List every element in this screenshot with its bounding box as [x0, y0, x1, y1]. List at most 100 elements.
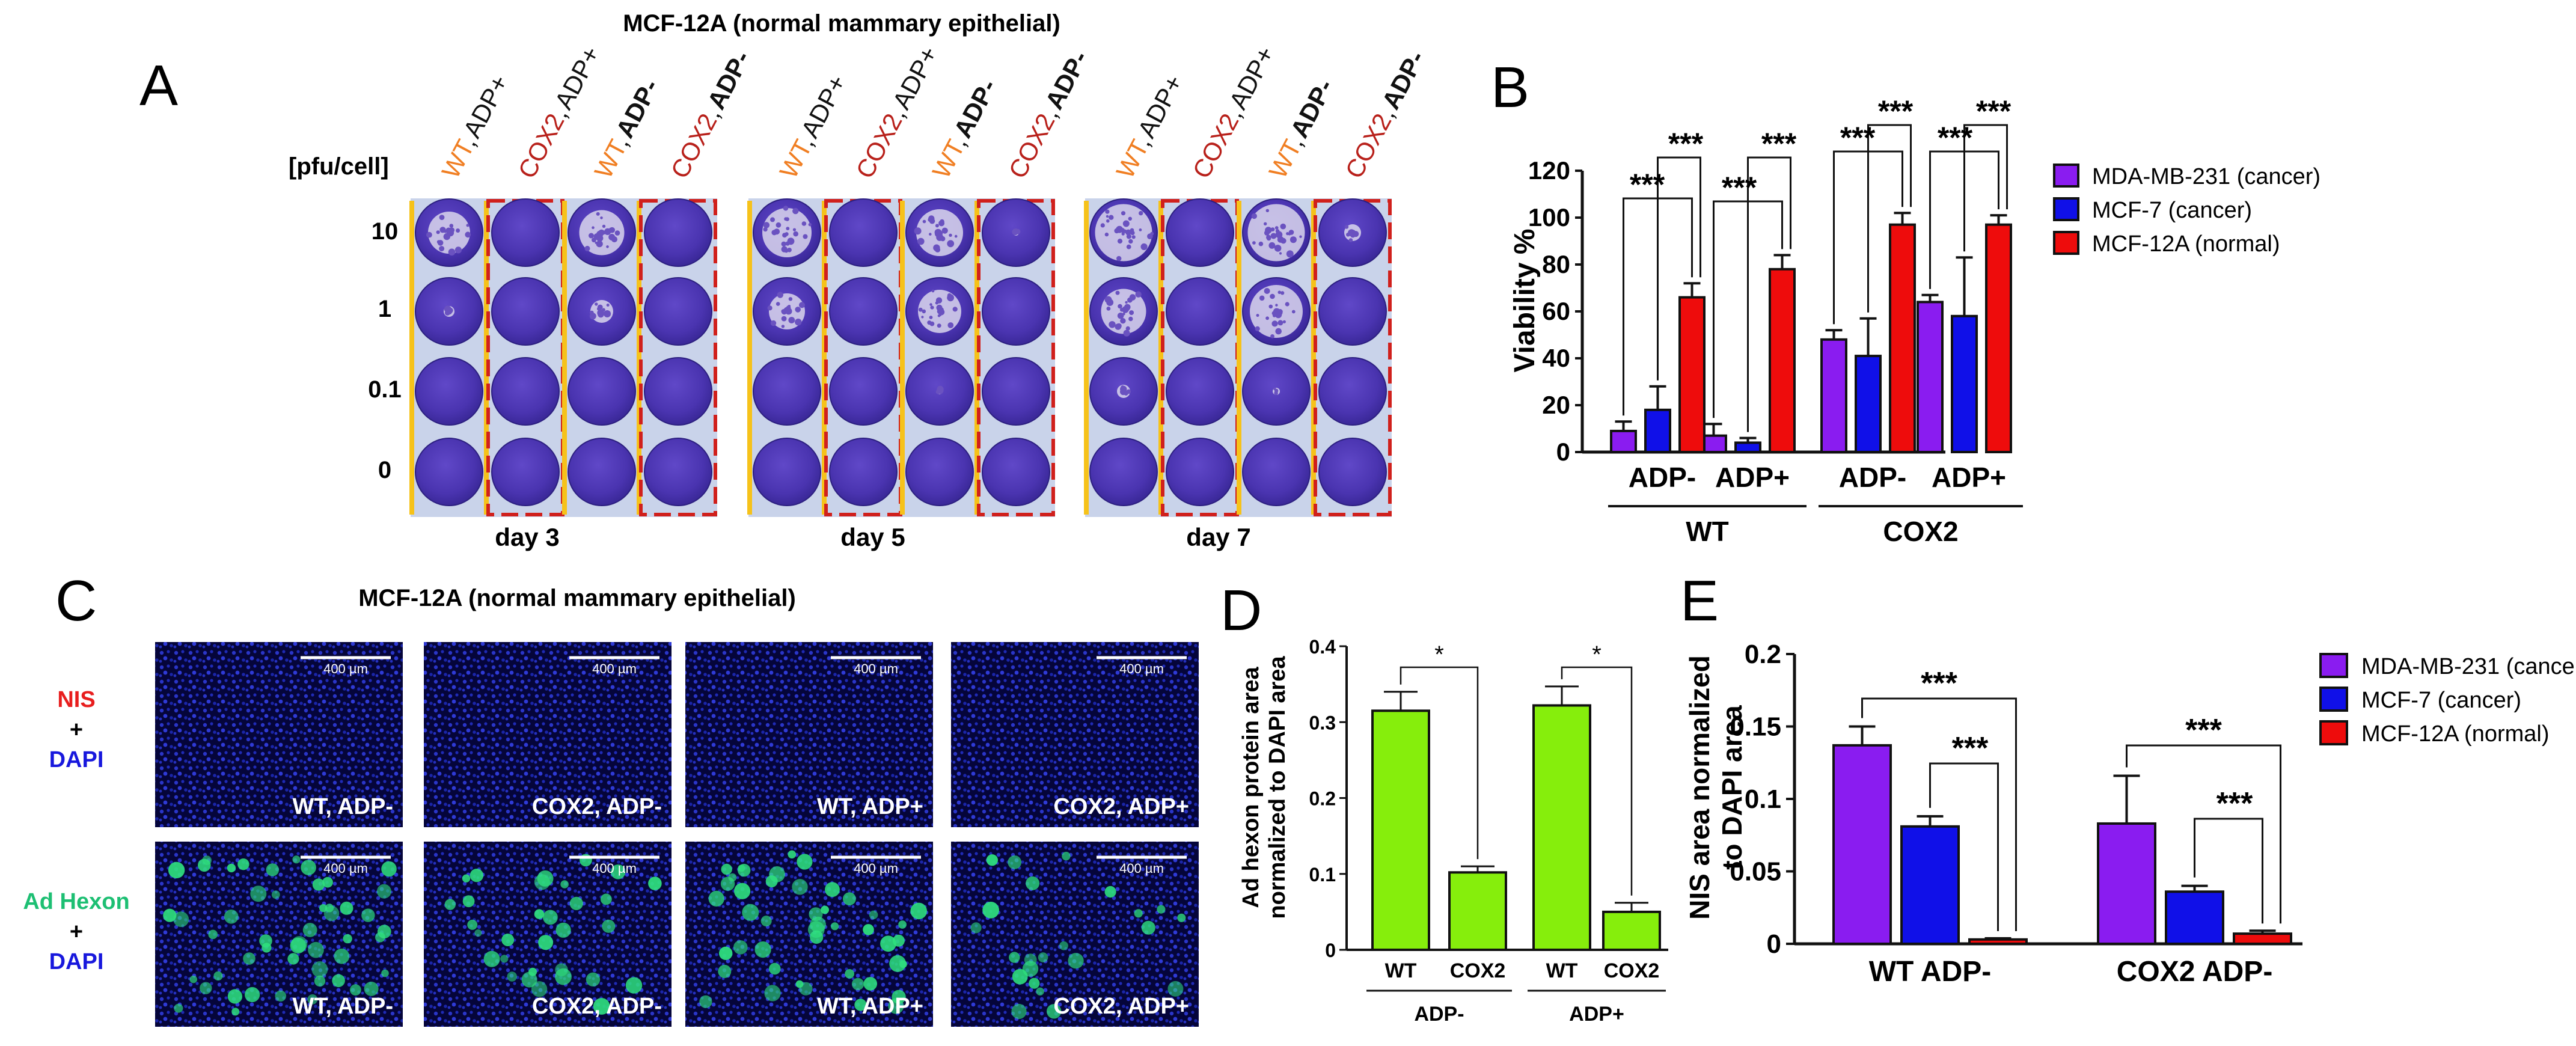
column-label: WT,ADP+ — [1110, 70, 1188, 183]
bar — [1832, 744, 1892, 945]
bar — [1900, 825, 1960, 946]
cell-cluster — [592, 226, 595, 230]
cell-cluster — [801, 221, 807, 226]
row-label-bottom: DAPI — [49, 747, 104, 772]
hexon-positive-cell — [1047, 1004, 1062, 1019]
micrograph-image — [155, 642, 403, 827]
cell-cluster — [1252, 241, 1256, 245]
cell-cluster — [782, 233, 788, 238]
cell-cluster — [1106, 307, 1111, 311]
cell-cluster — [1288, 232, 1291, 236]
well — [829, 277, 898, 346]
significance-marker: *** — [1976, 94, 2012, 128]
hexon-positive-cell — [1011, 1003, 1027, 1020]
cell-cluster — [774, 228, 780, 235]
well — [1166, 438, 1234, 506]
hexon-positive-cell — [1029, 977, 1040, 989]
cell-cluster — [1131, 235, 1136, 239]
cell-cluster — [1100, 223, 1105, 228]
cell-cluster — [1122, 313, 1125, 316]
significance-marker: *** — [1722, 171, 1757, 204]
cell-cluster — [1256, 314, 1259, 317]
hexon-positive-cell — [483, 950, 500, 967]
hexon-positive-cell — [721, 863, 732, 875]
cell-cluster — [777, 292, 784, 298]
cell-cluster — [1270, 334, 1274, 338]
hexon-positive-cell — [231, 1008, 240, 1016]
cell-cluster — [921, 316, 924, 319]
hexon-positive-cell — [311, 961, 328, 977]
hexon-positive-cell — [287, 953, 299, 965]
bar — [1644, 408, 1671, 453]
significance-bracket — [1747, 156, 1791, 432]
cell-cluster — [448, 248, 456, 256]
bar — [2165, 890, 2224, 945]
well — [1089, 438, 1158, 506]
x-category-label: WT — [1385, 959, 1417, 982]
y-tick-label: 100 — [1528, 203, 1570, 231]
hexon-positive-cell — [340, 901, 353, 915]
cell-cluster — [602, 224, 606, 228]
cell-cluster — [781, 316, 787, 322]
significance-bracket — [1963, 124, 2008, 252]
column-label-adp: ADP- — [1285, 75, 1339, 142]
cell-cluster — [1139, 228, 1142, 231]
cell-cluster — [1348, 238, 1353, 242]
column-label: WT,ADP- — [1263, 75, 1339, 183]
cell-cluster — [937, 323, 941, 328]
hexon-positive-cell — [863, 924, 874, 935]
hexon-positive-cell — [764, 985, 781, 1002]
hexon-positive-cell — [501, 934, 515, 946]
cell-cluster — [786, 227, 790, 230]
hexon-positive-cell — [189, 975, 198, 983]
hexon-positive-cell — [361, 908, 375, 922]
cell-cluster — [604, 311, 610, 316]
cell-cluster — [1104, 232, 1109, 237]
significance-bracket — [1657, 156, 1701, 381]
hexon-positive-cell — [224, 910, 239, 924]
hexon-positive-cell — [237, 858, 249, 870]
legend-label: MCF-7 (cancer) — [2092, 198, 2252, 223]
cell-cluster — [596, 240, 603, 248]
cell-cluster — [1265, 316, 1270, 320]
cell-cluster — [1135, 291, 1142, 298]
scale-bar-label: 400 µm — [1119, 661, 1164, 676]
hexon-positive-cell — [343, 934, 352, 944]
hexon-positive-cell — [1026, 876, 1040, 890]
cell-cluster — [936, 304, 943, 311]
well — [753, 438, 821, 506]
dose-label: 10 — [372, 218, 399, 245]
column-label-adp: ADP+ — [795, 70, 852, 142]
cell-cluster — [935, 390, 941, 394]
significance-bracket — [1400, 666, 1479, 860]
hexon-positive-cell — [699, 995, 712, 1008]
hexon-positive-cell — [1167, 980, 1184, 997]
cell-cluster — [465, 231, 471, 238]
legend-swatch — [2053, 231, 2079, 255]
hexon-positive-cell — [742, 904, 759, 921]
hexon-positive-cell — [381, 861, 397, 877]
column-label-virus: COX2 — [665, 109, 722, 183]
micrograph-image — [424, 642, 672, 827]
hexon-positive-cell — [986, 854, 998, 866]
hexon-positive-cell — [799, 982, 813, 996]
significance-marker: * — [1434, 641, 1444, 668]
well — [982, 357, 1050, 426]
cell-cluster — [803, 234, 808, 239]
hexon-positive-cell — [507, 971, 517, 982]
hexon-positive-cell — [586, 972, 601, 987]
scale-bar-label: 400 µm — [854, 661, 898, 676]
y-tick-label: 0.15 — [1730, 712, 1781, 742]
cell-cluster — [439, 215, 445, 220]
significance-bracket — [2126, 744, 2281, 924]
cell-cluster — [930, 305, 934, 310]
condition-label: COX2, ADP+ — [1053, 794, 1189, 819]
well — [491, 198, 560, 267]
hexon-positive-cell — [869, 910, 878, 920]
cell-cluster — [597, 309, 605, 317]
cell-cluster — [1118, 304, 1122, 309]
cell-cluster — [1106, 299, 1114, 306]
well — [982, 277, 1050, 346]
group-label: ADP- — [1414, 1003, 1464, 1026]
well — [415, 438, 483, 506]
